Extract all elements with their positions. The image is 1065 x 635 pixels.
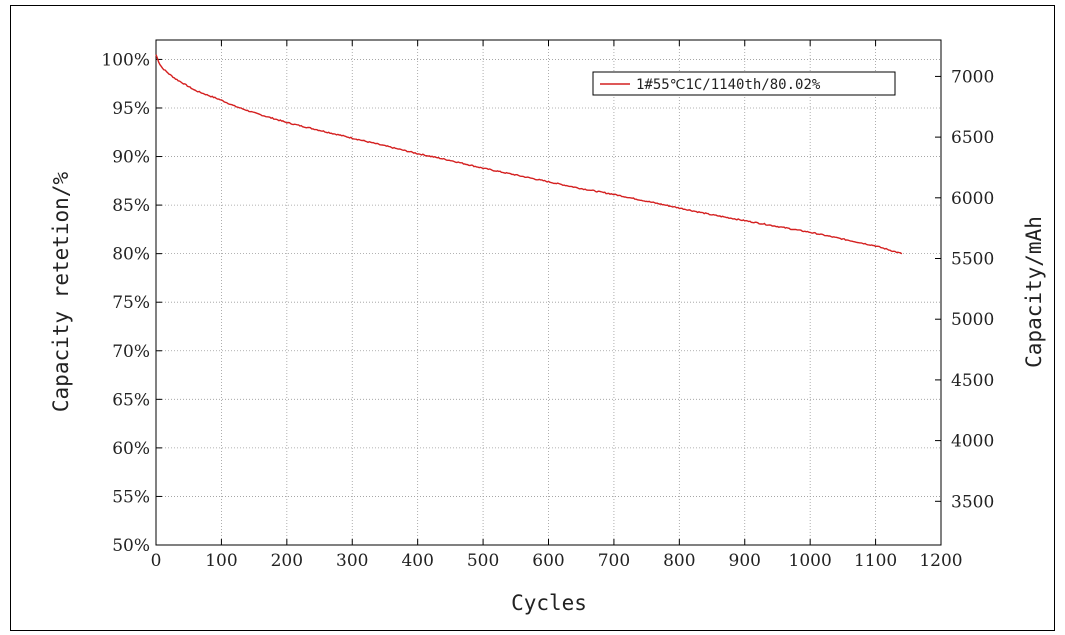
- y-tick-label: 55%: [112, 487, 150, 507]
- legend-box: [592, 71, 896, 96]
- y2-tick-label: 3500: [951, 492, 994, 512]
- y-tick-label: 95%: [112, 99, 150, 119]
- y2-tick-label: 7000: [951, 67, 994, 87]
- y2-tick-label: 5000: [951, 310, 994, 330]
- x-tick-label: 200: [271, 551, 303, 571]
- y-tick-label: 65%: [112, 390, 150, 410]
- chart-frame: [10, 5, 1055, 631]
- x-tick-label: 1200: [919, 551, 962, 571]
- y2-tick-label: 6500: [951, 128, 994, 148]
- y-tick-label: 90%: [112, 148, 150, 168]
- series-group: [155, 54, 903, 255]
- tick-marks: [155, 40, 942, 546]
- x-tick-label: 700: [598, 551, 630, 571]
- x-tick-label: 600: [532, 551, 564, 571]
- y-tick-label: 75%: [112, 293, 150, 313]
- x-tick-label: 100: [205, 551, 237, 571]
- y2-tick-label: 4000: [951, 432, 994, 452]
- y-tick-label: 60%: [112, 439, 150, 459]
- y-tick-label: 70%: [112, 342, 150, 362]
- series-line: [155, 54, 903, 255]
- y-tick-label: 50%: [112, 536, 150, 556]
- legend-label: 1#55℃1C/1140th/80.02%: [636, 77, 821, 93]
- y2-axis-title: Capacity/mAh: [1022, 216, 1046, 368]
- x-tick-label: 0: [151, 551, 162, 571]
- x-tick-label: 900: [729, 551, 761, 571]
- y2-tick-label: 5500: [951, 250, 994, 270]
- y-tick-label: 80%: [112, 245, 150, 265]
- x-tick-label: 1000: [789, 551, 832, 571]
- y-axis-title: Capacity retetion/%: [49, 172, 73, 413]
- y2-tick-label: 4500: [951, 371, 994, 391]
- grid: [156, 40, 941, 545]
- x-tick-label: 1100: [854, 551, 897, 571]
- y-tick-labels: 50% 55% 60% 65% 70% 75% 80% 85% 90% 95% 100%: [101, 50, 150, 556]
- y2-tick-labels: 3500 4000 4500 5000 5500 6000 6500 7000: [951, 67, 994, 512]
- x-tick-label: 500: [467, 551, 499, 571]
- x-axis-title: Cycles: [511, 591, 587, 615]
- x-tick-label: 400: [401, 551, 433, 571]
- y2-tick-label: 6000: [951, 189, 994, 209]
- y-tick-label: 100%: [101, 50, 150, 70]
- x-tick-label: 300: [336, 551, 368, 571]
- legend: 1#55℃1C/1140th/80.02%: [592, 71, 896, 96]
- x-tick-labels: 0 100 200 300 400 500 600 700 800 900 1000 1100 1200: [151, 551, 963, 571]
- y-tick-label: 85%: [112, 196, 150, 216]
- x-tick-label: 800: [663, 551, 695, 571]
